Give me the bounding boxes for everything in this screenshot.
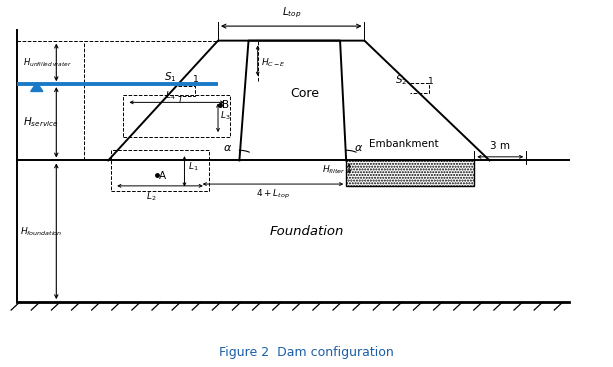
Text: Core: Core [291, 87, 319, 100]
Text: Figure 2  Dam configuration: Figure 2 Dam configuration [219, 346, 394, 359]
Text: $H_{filter}$: $H_{filter}$ [322, 163, 346, 176]
Text: $S_2$: $S_2$ [395, 74, 407, 87]
Bar [346, 160, 474, 186]
Text: 1: 1 [427, 77, 433, 86]
Text: $\alpha$: $\alpha$ [354, 143, 363, 153]
Text: $4+L_{top}$: $4+L_{top}$ [256, 188, 290, 201]
Text: $L_{top}$: $L_{top}$ [281, 5, 301, 19]
Text: $L_1$: $L_1$ [188, 160, 198, 173]
Text: $H_{service}$: $H_{service}$ [23, 116, 58, 129]
Text: l: l [179, 96, 181, 105]
Text: B: B [223, 100, 229, 110]
Text: $L_2$: $L_2$ [146, 190, 156, 203]
Text: Embankment: Embankment [369, 139, 439, 149]
Text: $H_{C-E}$: $H_{C-E}$ [261, 56, 286, 69]
Text: $\alpha$: $\alpha$ [223, 143, 232, 153]
Text: $S_1$: $S_1$ [164, 70, 177, 84]
Text: $H_{unfilled\ water}$: $H_{unfilled\ water}$ [23, 56, 72, 69]
Text: $H_{foundation}$: $H_{foundation}$ [20, 225, 62, 237]
Text: A: A [159, 171, 166, 181]
Text: $L_4$: $L_4$ [166, 90, 176, 102]
Polygon shape [31, 82, 43, 91]
Text: 1: 1 [192, 75, 199, 84]
Text: 3 m: 3 m [490, 141, 510, 151]
Text: $L_3$: $L_3$ [220, 110, 230, 122]
Text: Foundation: Foundation [269, 225, 344, 238]
